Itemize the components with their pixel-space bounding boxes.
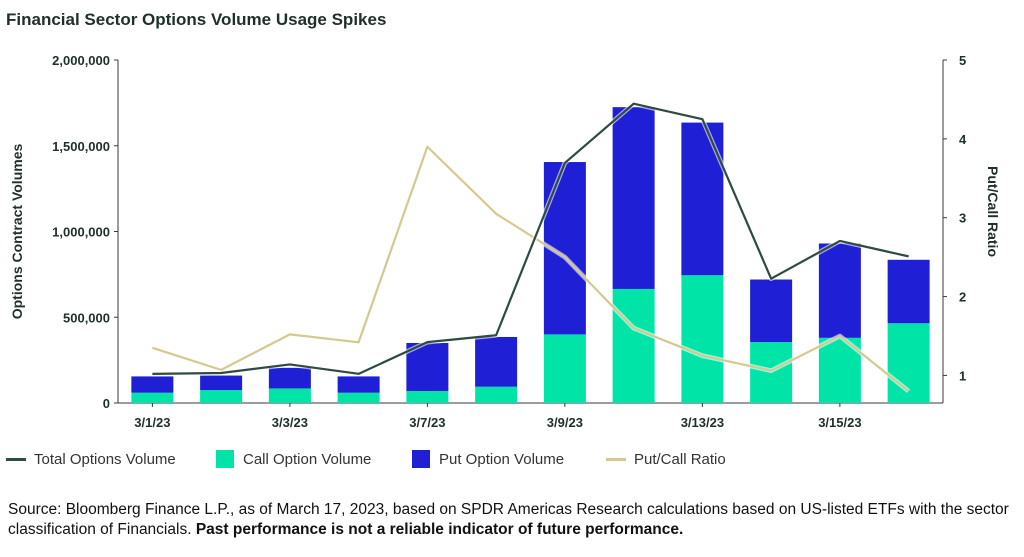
bar-call [681, 275, 724, 403]
y2-tick-label: 4 [959, 132, 967, 147]
bar-put [887, 259, 930, 324]
source-disclaimer: Past performance is not a reliable indic… [195, 521, 684, 538]
legend-item-ratio: Put/Call Ratio [606, 449, 726, 469]
y-axis-title: Options Contract Volumes [9, 144, 25, 320]
bar-put [818, 243, 861, 338]
bar-call [337, 392, 380, 403]
legend-item-call: Call Option Volume [216, 449, 371, 469]
bar-call [475, 386, 518, 403]
y2-axis-title: Put/Call Ratio [985, 166, 1001, 257]
y-tick-label: 1,000,000 [52, 225, 110, 240]
x-tick-label: 3/1/23 [134, 415, 170, 430]
y2-tick-label: 1 [959, 368, 966, 383]
y-tick-label: 0 [103, 396, 110, 411]
chart-legend: Total Options Volume Call Option Volume … [6, 449, 1016, 471]
chart-plot: 0 500,000 1,000,000 1,500,000 2,000,000 1 2 3 4 5… [9, 53, 1001, 430]
chart-title: Financial Sector Options Volume Usage Sp… [6, 10, 387, 29]
x-tick-label: 3/15/23 [818, 415, 861, 430]
bar-put [268, 367, 311, 389]
bar-call [131, 392, 174, 403]
line-put-call-ratio [152, 145, 910, 393]
bar-put [681, 122, 724, 276]
legend-swatch-put [412, 450, 430, 468]
legend-item-total: Total Options Volume [6, 449, 176, 469]
bar-put [612, 107, 655, 289]
y2-tick-label: 5 [959, 53, 966, 68]
x-tick-label: 3/3/23 [272, 415, 308, 430]
y-tick-label: 1,500,000 [52, 139, 110, 154]
bar-put [337, 376, 380, 393]
bar-put [200, 375, 243, 391]
y-tick-label: 500,000 [63, 310, 110, 325]
bar-put [475, 336, 518, 387]
legend-label-put: Put Option Volume [439, 450, 565, 468]
bar-call [406, 390, 449, 403]
line-put-call-ratio-halo [151, 144, 911, 394]
bar-call [200, 390, 243, 403]
bar-put [131, 376, 174, 393]
x-tick-label: 3/13/23 [681, 415, 724, 430]
bar-put [750, 279, 793, 343]
bar-call [543, 334, 586, 403]
y-tick-label: 2,000,000 [52, 53, 110, 68]
x-tick-label: 3/7/23 [409, 415, 445, 430]
line-total-options-volume [152, 102, 909, 375]
legend-item-put: Put Option Volume [412, 449, 564, 469]
bar-call [612, 288, 655, 403]
y2-tick-label: 3 [959, 211, 966, 226]
legend-swatch-total [6, 457, 26, 461]
bar-call [268, 388, 311, 403]
legend-swatch-ratio [606, 457, 626, 461]
legend-label-ratio: Put/Call Ratio [634, 450, 726, 468]
source-text: Source: Bloomberg Finance L.P., as of Ma… [8, 501, 1009, 538]
legend-swatch-call [216, 450, 234, 468]
x-tick-label: 3/9/23 [547, 415, 583, 430]
y2-tick-label: 2 [959, 290, 966, 305]
legend-label-call: Call Option Volume [243, 450, 372, 468]
line-total-options-volume-halo [152, 101, 910, 377]
legend-label-total: Total Options Volume [34, 450, 176, 468]
source-note: Source: Bloomberg Finance L.P., as of Ma… [8, 500, 1013, 557]
